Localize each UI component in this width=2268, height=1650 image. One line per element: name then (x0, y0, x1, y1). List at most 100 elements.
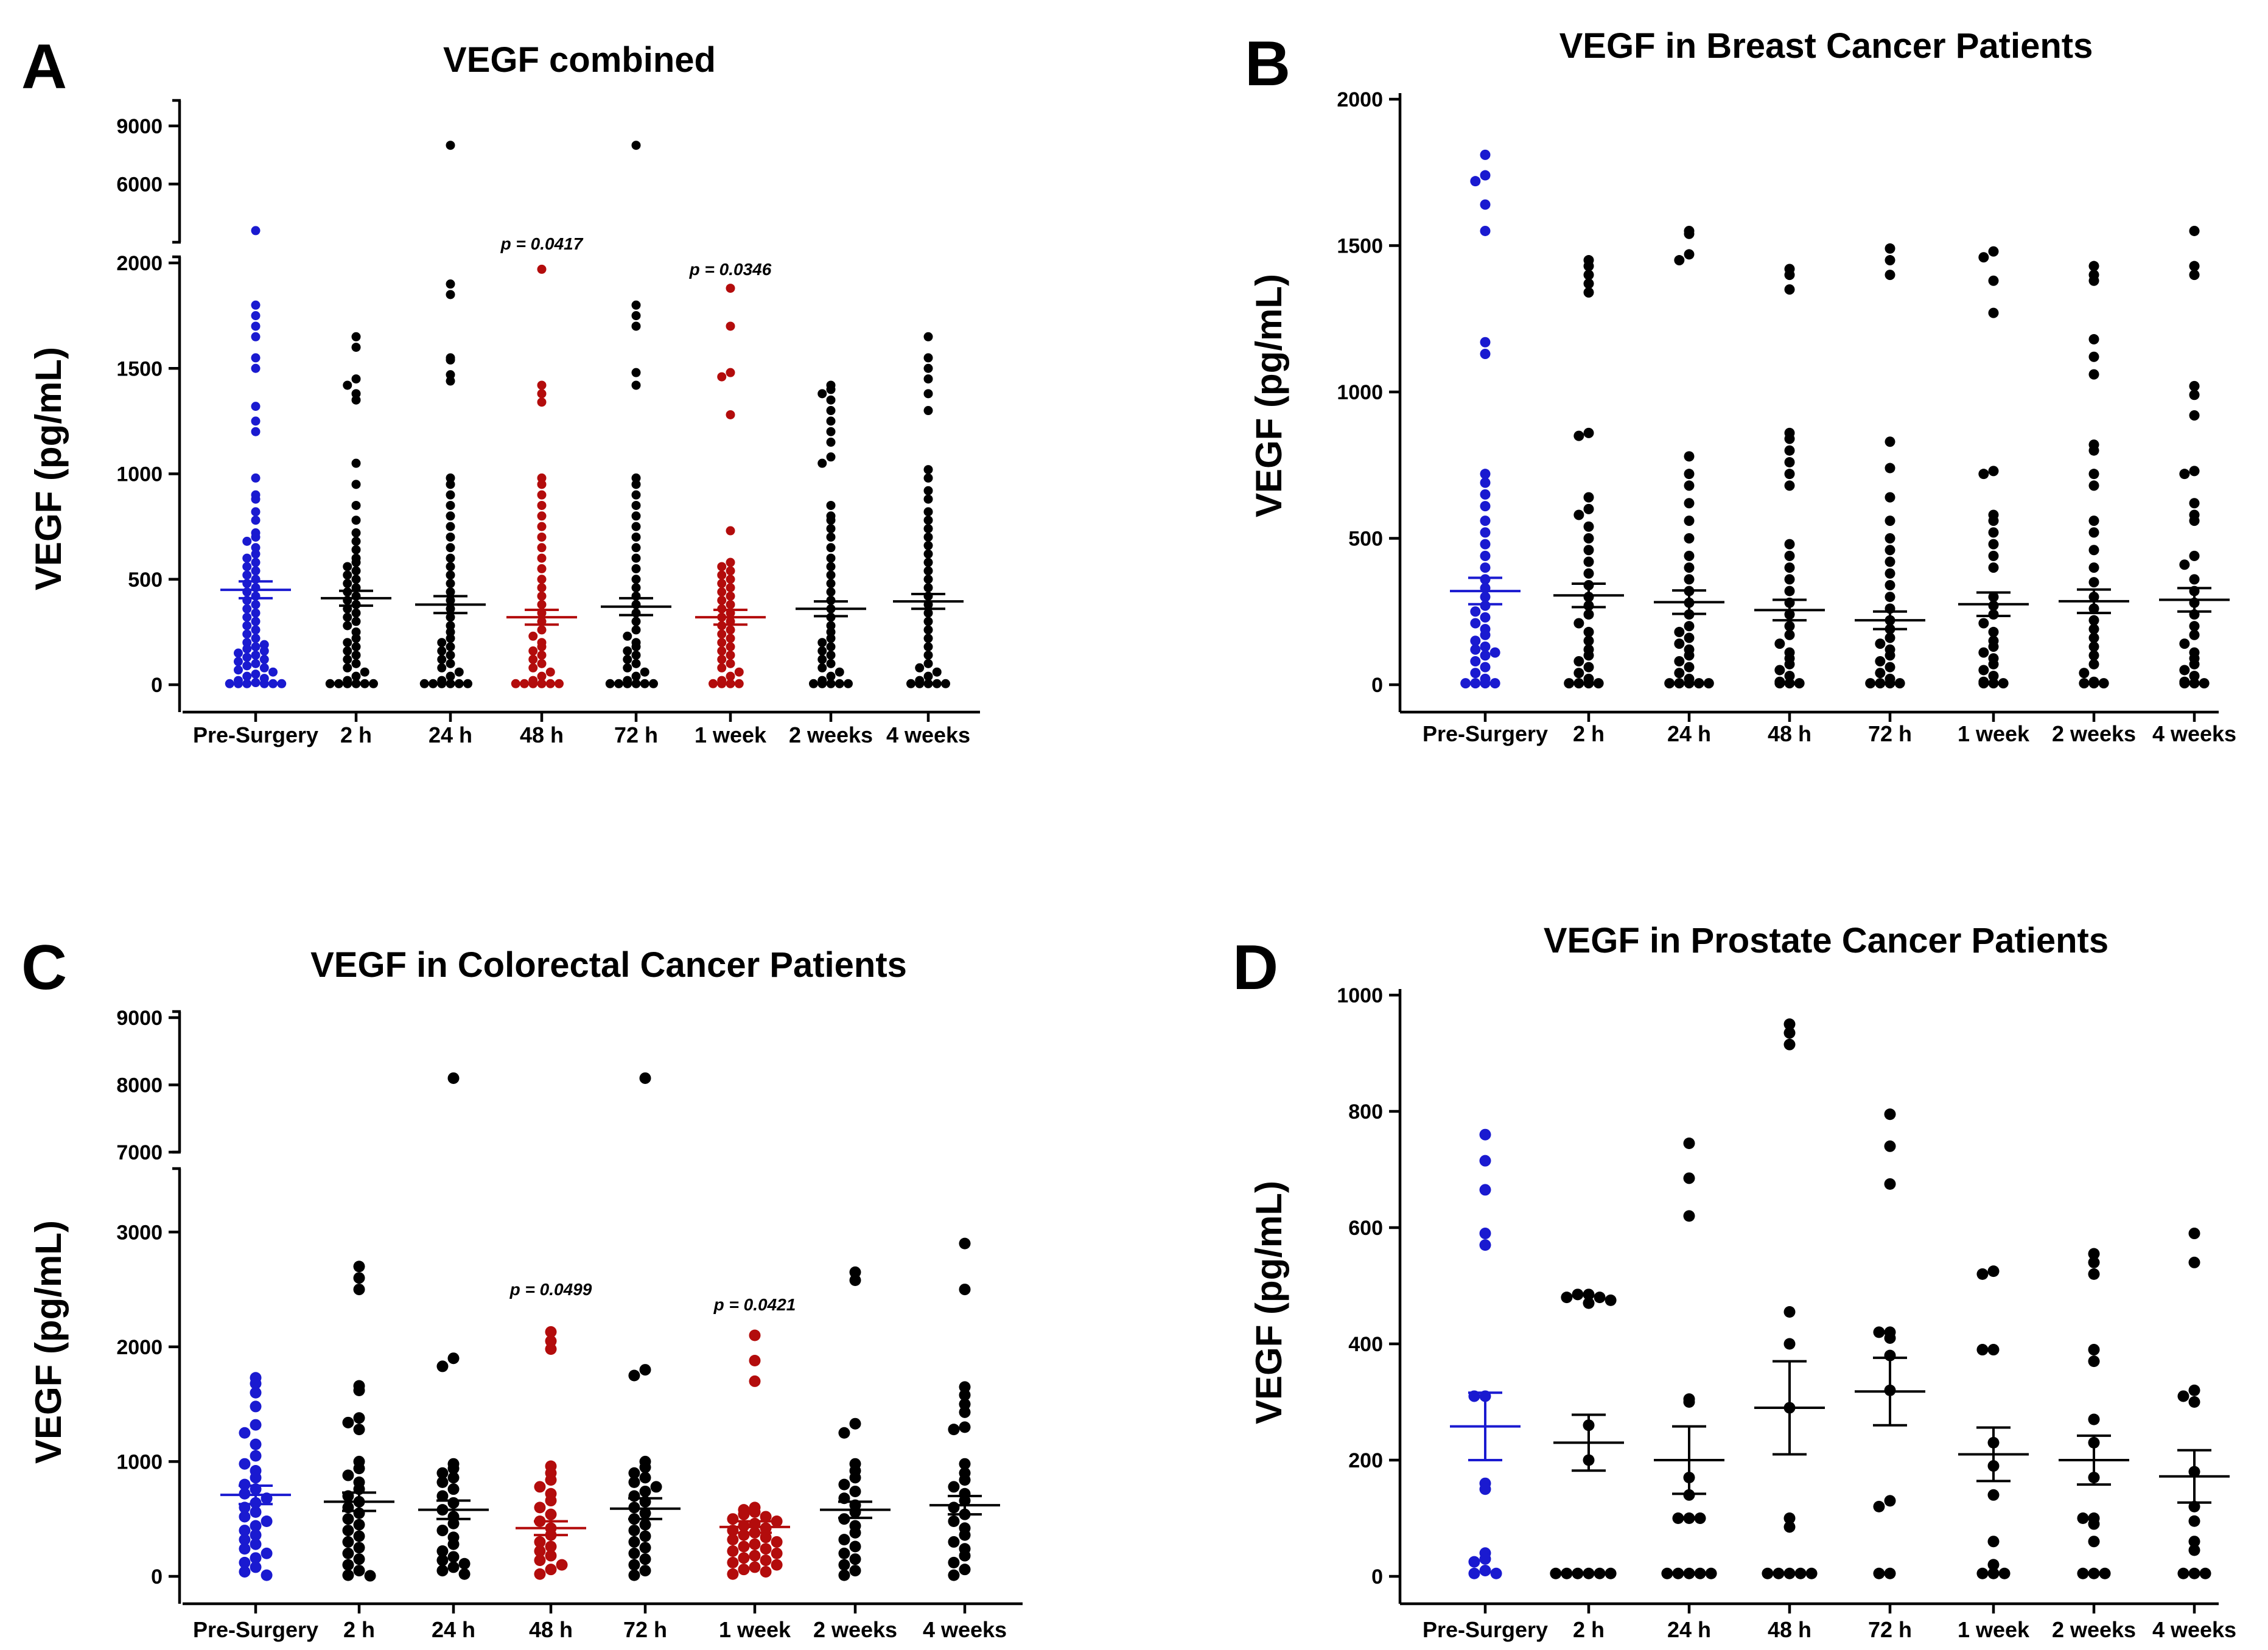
panel-b-data-point (1684, 249, 1695, 260)
panel-b-data-point (1988, 659, 1999, 669)
panel-a-data-point (817, 654, 827, 664)
panel-d-data-point (1884, 1108, 1896, 1120)
panel-c-data-point (771, 1536, 783, 1548)
panel-b-data-point (2088, 516, 2099, 526)
panel-b-data-point (1583, 662, 1594, 673)
panel-b-data-point (2088, 275, 2099, 286)
panel-c-data-point (959, 1381, 971, 1393)
panel-b-data-point (1978, 647, 1989, 658)
panel-d-data-point (1479, 1184, 1491, 1196)
panel-d-data-point (1479, 1553, 1491, 1565)
panel-c-data-point (639, 1461, 651, 1473)
panel-c-data-point (849, 1274, 861, 1286)
panel-a-data-point (242, 536, 252, 546)
panel-a-data-point (351, 516, 361, 525)
panel-a-data-point (631, 490, 641, 500)
panel-b-data-point (2189, 678, 2200, 689)
panel-c-data-point (738, 1564, 750, 1576)
panel-c-data-point (948, 1424, 960, 1436)
panel-a-data-point (717, 562, 727, 572)
panel-b-y-tick-label: 1500 (1337, 235, 1383, 258)
panel-a-data-point (343, 621, 352, 631)
panel-c-data-point (959, 1529, 971, 1541)
panel-a-data-point (631, 368, 641, 377)
panel-a-data-point (454, 679, 464, 688)
panel-a-data-point (334, 679, 343, 688)
panel-b-data-point (1583, 278, 1594, 289)
panel-b-data-point (2189, 410, 2200, 421)
panel-c-p-value-annotation: p = 0.0421 (713, 1295, 796, 1314)
panel-c-data-point (436, 1525, 449, 1537)
panel-c-data-point (342, 1536, 354, 1548)
panel-b-data-point (2088, 678, 2099, 689)
panel-a-data-point (631, 480, 641, 489)
panel-a-title: VEGF combined (443, 40, 716, 80)
panel-a-data-point (923, 650, 933, 660)
panel-b-data-point (1784, 671, 1795, 682)
panel-a-data-point (234, 657, 243, 666)
panel-b-data-point (2189, 671, 2200, 682)
panel-a-data-point (446, 587, 455, 597)
panel-d-y-tick-label: 800 (1348, 1100, 1383, 1124)
panel-d-data-point (2088, 1268, 2100, 1280)
panel-d-data-point (1479, 1239, 1491, 1251)
panel-b-data-point (1583, 626, 1594, 637)
panel-a-data-point (251, 427, 261, 436)
panel-c-data-point (749, 1550, 761, 1562)
panel-a-data-point (826, 427, 836, 436)
panel-b-data-point (2088, 545, 2099, 556)
panel-a-data-point (351, 545, 361, 554)
panel-a-data-point (717, 646, 727, 656)
panel-a-data-point (923, 473, 933, 483)
panel-b-data-point (1784, 550, 1795, 561)
panel-c-data-point (948, 1515, 960, 1527)
panel-c-data-point (534, 1568, 546, 1580)
panel-d-data-point (1783, 1038, 1796, 1050)
panel-a-data-point (734, 679, 744, 688)
panel-b-data-point (1674, 668, 1685, 679)
panel-c-data-point (849, 1540, 861, 1553)
panel-a-data-point (537, 511, 547, 521)
panel-b-data-point (1480, 550, 1491, 561)
panel-b-y-axis-label: VEGF (pg/mL) (1248, 274, 1289, 517)
panel-a-data-point (941, 679, 950, 688)
panel-d-data-point (1873, 1326, 1885, 1338)
panel-c-p-value-annotation: p = 0.0499 (509, 1280, 592, 1299)
panel-d-data-point (1572, 1288, 1584, 1301)
panel-d-data-point (2088, 1567, 2100, 1579)
panel-c-data-point (959, 1389, 971, 1401)
panel-a-data-point (826, 516, 836, 525)
panel-a-data-point (826, 650, 836, 660)
panel-d-data-point (1976, 1268, 1989, 1280)
panel-a-data-point (446, 279, 455, 289)
panel-b-data-point (1875, 656, 1886, 667)
panel-a-data-point (623, 646, 632, 656)
panel-a-data-point (369, 679, 378, 688)
panel-c-data-point (727, 1534, 739, 1546)
panel-d-data-point (1783, 1018, 1796, 1030)
panel-b-data-point (1684, 574, 1695, 585)
panel-a-data-point (351, 617, 361, 626)
panel-b-x-tick-label: 72 h (1868, 721, 1912, 746)
panel-a-data-point (726, 566, 735, 576)
panel-c-title: VEGF in Colorectal Cancer Patients (310, 945, 907, 985)
panel-d-data-point (1694, 1567, 1706, 1579)
panel-a-data-point (826, 416, 836, 426)
panel-b-data-point (1784, 433, 1795, 444)
panel-a-data-point (251, 678, 261, 688)
panel-c-data-point (239, 1534, 251, 1546)
panel-c-data-point (639, 1565, 651, 1577)
panel-c-data-point (628, 1369, 640, 1382)
panel-a-data-point (631, 500, 641, 510)
panel-b-data-point (1885, 270, 1895, 281)
panel-d-data-point (1884, 1178, 1896, 1190)
panel-d-data-point (1479, 1155, 1491, 1167)
panel-c-data-point (727, 1568, 739, 1580)
panel-c-data-point (639, 1553, 651, 1565)
panel-b-data-point (1988, 550, 1999, 561)
panel-d-data-point (1561, 1292, 1573, 1304)
panel-c-data-point (749, 1329, 761, 1341)
panel-a-data-point (463, 679, 472, 688)
panel-a-data-point (631, 642, 641, 652)
panel-a-data-point (631, 625, 641, 635)
